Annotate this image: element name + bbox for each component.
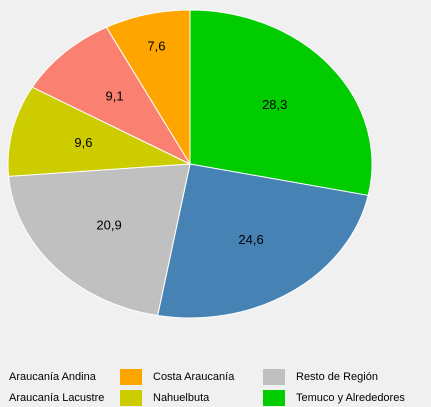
data-label: 24,6 xyxy=(238,232,263,247)
legend-swatch xyxy=(120,369,142,385)
pie-slice xyxy=(31,26,192,166)
legend-label: Temuco y Alrededores xyxy=(296,392,405,404)
legend-label: Araucanía Andina xyxy=(9,371,97,383)
legend-swatch xyxy=(263,369,285,385)
legend-label: Costa Araucanía xyxy=(153,371,235,383)
pie-slice xyxy=(7,86,192,177)
data-label: 20,9 xyxy=(96,217,121,232)
data-label: 9,6 xyxy=(74,135,92,150)
data-label: 9,1 xyxy=(106,89,124,104)
pie-slice xyxy=(157,163,369,319)
legend-swatch xyxy=(263,390,285,406)
legend-label: Araucanía Lacustre xyxy=(9,392,104,404)
data-label: 28,3 xyxy=(262,97,287,112)
data-label: 7,6 xyxy=(147,39,165,54)
legend-label: Nahuelbuta xyxy=(153,392,210,404)
legend-swatch xyxy=(120,390,142,406)
pie-slice xyxy=(8,163,191,317)
legend-label: Resto de Región xyxy=(296,371,378,383)
pie-slice xyxy=(105,9,191,166)
pie-slice xyxy=(189,9,373,197)
